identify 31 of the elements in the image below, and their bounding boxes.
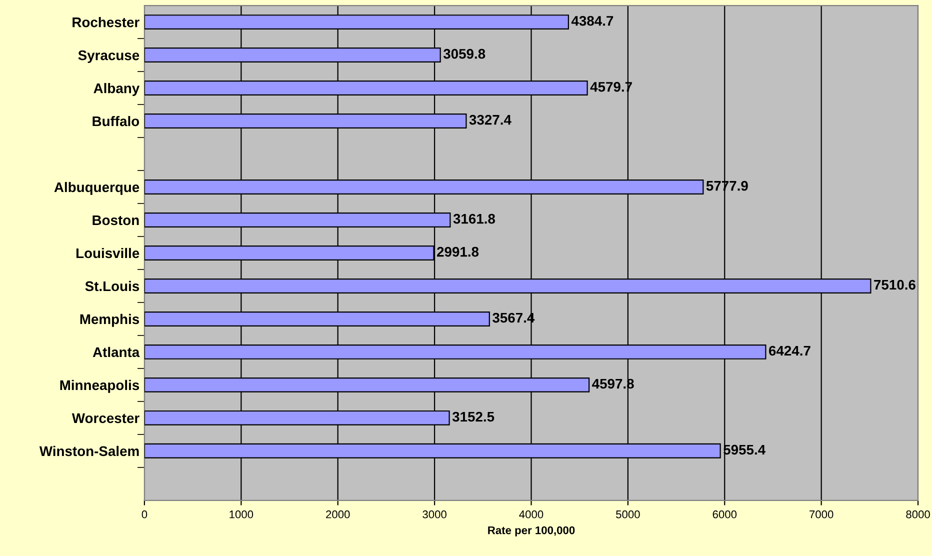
x-tick-label: 2000 [326,510,350,518]
x-tick-label: 8000 [906,510,930,518]
y-tick-label: Rochester [72,17,140,28]
data-label: 6424.7 [768,346,810,356]
y-tick-label: Worcester [72,413,140,424]
x-tick-label: 7000 [810,510,834,518]
x-tick-label: 1000 [230,510,254,518]
data-label: 4384.7 [571,16,614,26]
x-tick-label: 5000 [616,510,640,518]
y-tick-label: Atlanta [92,346,140,358]
data-label: 3161.8 [453,214,496,224]
y-tick-label: St.Louis [85,280,140,292]
y-tick-label: Albuquerque [54,182,140,195]
y-tick-label: Winston-Salem [39,446,139,456]
data-label: 2991.8 [437,246,479,257]
data-label: 3152.5 [452,412,494,422]
y-tick-label: Syracuse [78,50,140,63]
y-tick-label: Minneapolis [60,380,140,393]
data-label: 3327.4 [469,114,512,125]
y-tick-label: Memphis [80,314,140,327]
x-axis-title: Rate per 100,000 [488,526,575,536]
data-label: 3059.8 [443,48,486,59]
x-tick-label: 6000 [712,510,737,518]
data-label: 7510.6 [874,280,916,290]
x-tick-label: 4000 [519,510,544,518]
y-tick-label: Buffalo [92,116,140,126]
y-tick-label: Boston [92,215,139,226]
y-tick-label: Albany [94,83,140,96]
y-tick-label: Louisville [76,248,140,258]
x-tick-label: 3000 [422,510,446,518]
x-tick-label: 0 [142,510,148,518]
